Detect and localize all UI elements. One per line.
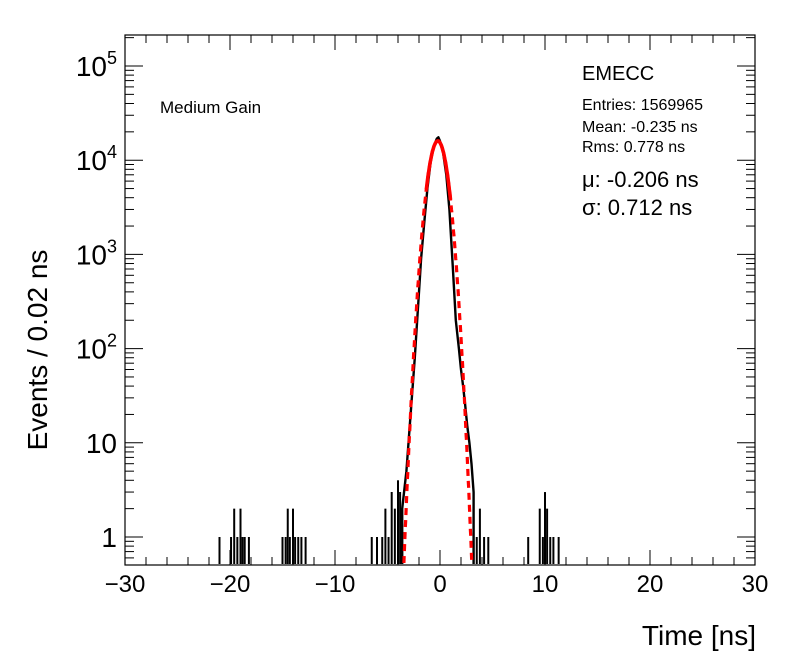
- y-axis-label: Events / 0.02 ns: [22, 249, 53, 451]
- axis-ticks: [124, 35, 756, 565]
- histogram-series: [218, 136, 560, 564]
- x-tick-label: −20: [210, 571, 251, 598]
- x-tick-label: 20: [637, 571, 664, 598]
- y-tick-label: 104: [76, 142, 117, 176]
- mean-stat: Mean: -0.235 ns: [582, 119, 698, 136]
- y-tick-labels: 1 10 102 103 104 105: [76, 48, 117, 553]
- entries-stat: Entries: 1569965: [582, 97, 703, 114]
- x-tick-label: 30: [742, 571, 769, 598]
- rms-stat: Rms: 0.778 ns: [582, 139, 686, 156]
- fit-mu: μ: -0.206 ns: [582, 167, 699, 192]
- x-axis-label: Time [ns]: [641, 620, 756, 651]
- y-tick-label: 102: [76, 331, 117, 365]
- region-label: EMECC: [582, 63, 655, 85]
- x-tick-label: 10: [532, 571, 559, 598]
- fit-sigma: σ: 0.712 ns: [582, 195, 693, 220]
- x-tick-label: −10: [315, 571, 356, 598]
- histogram-core: [401, 136, 475, 564]
- y-tick-label: 1: [101, 522, 117, 553]
- y-tick-label: 105: [76, 48, 117, 82]
- y-tick-label: 103: [76, 236, 117, 270]
- x-tick-label: 0: [433, 571, 446, 598]
- x-tick-labels: −30 −20 −10 0 10 20 30: [105, 571, 769, 598]
- x-tick-label: −30: [105, 571, 146, 598]
- fit-curve-solid: [424, 139, 453, 200]
- gaussian-fit-series: [402, 139, 474, 564]
- y-tick-label: 10: [86, 428, 117, 459]
- gain-label: Medium Gain: [160, 98, 262, 117]
